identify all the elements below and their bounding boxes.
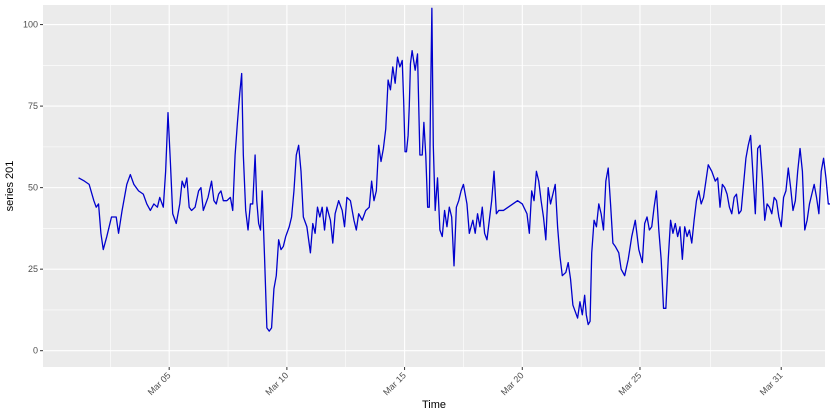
x-tick-label: Mar 05 <box>146 370 173 397</box>
y-tick-label: 0 <box>33 346 38 356</box>
series-line <box>78 7 830 332</box>
y-tick-label: 100 <box>23 20 38 30</box>
x-tick-label: Mar 25 <box>617 370 644 397</box>
x-tick-label: Mar 15 <box>381 370 408 397</box>
x-tick-label: Mar 20 <box>499 370 526 397</box>
y-tick-label: 50 <box>28 183 38 193</box>
y-axis-title: series 201 <box>4 161 16 212</box>
y-tick-label: 75 <box>28 101 38 111</box>
y-tick-label: 25 <box>28 264 38 274</box>
x-axis: Mar 05 Mar 10 Mar 15 Mar 20 Mar 25 Mar 31 <box>146 367 785 397</box>
grid-major-lines <box>43 5 825 367</box>
y-axis: 0 25 50 75 100 <box>23 20 43 356</box>
x-tick-label: Mar 31 <box>758 370 785 397</box>
grid-minor-lines <box>43 5 825 367</box>
x-axis-title: Time <box>422 399 446 411</box>
x-tick-label: Mar 10 <box>263 370 290 397</box>
